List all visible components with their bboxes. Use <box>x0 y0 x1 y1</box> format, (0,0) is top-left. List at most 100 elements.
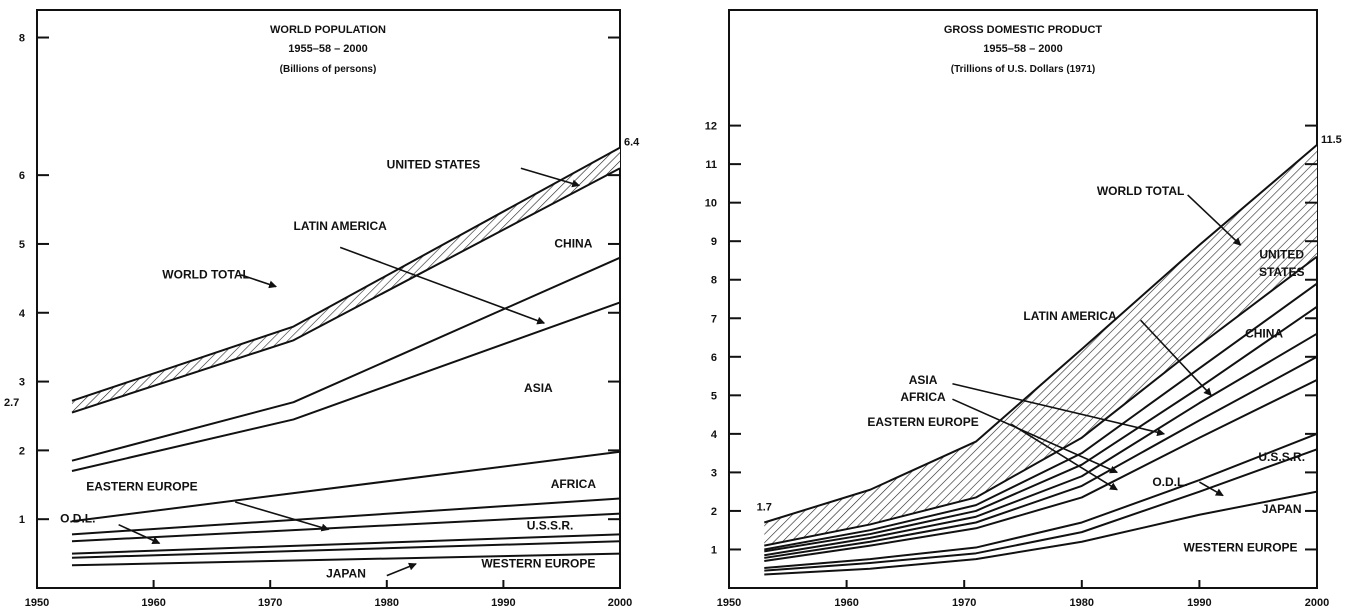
gdp-y-tick-label: 11 <box>705 159 717 171</box>
gdp-chart: GROSS DOMESTIC PRODUCT 1955–58 – 2000 (T… <box>705 9 1342 609</box>
population-series-latin-america <box>71 301 621 472</box>
gdp-series-eastern-europe <box>764 379 1318 563</box>
gdp-y-tick-label: 4 <box>711 429 718 441</box>
population-region-label-eastern-europe: EASTERN EUROPE <box>86 479 197 493</box>
gdp-region-label-world-total: WORLD TOTAL <box>1097 184 1185 198</box>
population-title-line-1: WORLD POPULATION <box>270 24 386 36</box>
gdp-title-line-2: 1955–58 – 2000 <box>983 43 1063 55</box>
population-series-asia <box>71 450 621 523</box>
population-series-u-s-s-r <box>71 533 621 555</box>
population-series-japan <box>71 552 621 567</box>
gdp-region-label-o-d-l: O.D.L. <box>1152 475 1187 489</box>
population-title-line-2: 1955–58 – 2000 <box>288 43 368 55</box>
population-series-united-states <box>71 167 621 414</box>
gdp-hatched-band <box>764 144 1317 546</box>
gdp-region-label-china: CHINA <box>1245 327 1283 341</box>
population-region-label-world-total: WORLD TOTAL <box>162 267 250 281</box>
gdp-y-tick-label: 6 <box>711 352 717 364</box>
population-region-label-united-states: UNITED STATES <box>387 157 481 171</box>
population-title-line-3: (Billions of persons) <box>280 64 377 75</box>
gdp-series-asia <box>764 332 1318 557</box>
population-series-eastern-europe <box>71 512 621 543</box>
population-region-label-o-d-l: O.D.L. <box>60 512 95 526</box>
population-region-label-africa: AFRICA <box>551 477 597 491</box>
gdp-label-arrow <box>952 398 1118 474</box>
population-y-extra-tick-label: 2.7 <box>4 397 19 409</box>
population-x-tick-label: 1980 <box>375 597 399 609</box>
gdp-x-tick-label: 1970 <box>952 597 976 609</box>
gdp-end-value-label: 1.7 <box>757 501 772 513</box>
gdp-series-o-d-l <box>764 448 1318 572</box>
population-series-o-d-l <box>71 540 621 559</box>
population-label-arrow <box>520 167 581 188</box>
gdp-y-tick-label: 5 <box>711 390 717 402</box>
population-x-tick-label: 1960 <box>141 597 165 609</box>
gdp-y-tick-label: 8 <box>711 275 717 287</box>
gdp-y-tick-label: 3 <box>711 467 717 479</box>
gdp-x-tick-label: 1980 <box>1070 597 1094 609</box>
gdp-x-tick-label: 1950 <box>717 597 741 609</box>
gdp-x-tick-label: 1960 <box>834 597 858 609</box>
population-x-tick-label: 2000 <box>608 597 632 609</box>
population-region-label-china: CHINA <box>554 236 592 250</box>
gdp-label-arrow <box>952 382 1166 437</box>
population-region-label-u-s-s-r: U.S.S.R. <box>527 519 574 533</box>
gdp-series-china <box>764 282 1318 551</box>
gdp-region-label-asia: ASIA <box>909 373 938 387</box>
population-plot-frame <box>36 9 621 589</box>
gdp-y-tick-label: 9 <box>711 236 717 248</box>
gdp-region-label-latin-america: LATIN AMERICA <box>1023 309 1117 323</box>
population-series-africa <box>71 497 621 536</box>
gdp-series-latin-america <box>764 305 1318 553</box>
population-label-arrow <box>118 523 161 545</box>
population-label-arrow <box>240 274 277 289</box>
population-label-arrow <box>386 562 417 577</box>
population-chart: WORLD POPULATION 1955–58 – 2000 (Billion… <box>4 9 640 609</box>
population-y-tick-label: 5 <box>19 239 25 251</box>
population-region-label-asia: ASIA <box>524 381 553 395</box>
population-y-tick-label: 8 <box>19 33 25 45</box>
gdp-x-tick-label: 1990 <box>1187 597 1211 609</box>
gdp-y-tick-label: 10 <box>705 198 717 210</box>
population-region-label-western-europe: WESTERN EUROPE <box>481 556 595 570</box>
population-y-tick-label: 2 <box>19 445 25 457</box>
population-series-world-total <box>71 146 621 402</box>
gdp-x-tick-label: 2000 <box>1305 597 1329 609</box>
gdp-title-line-3: (Trillions of U.S. Dollars (1971) <box>951 64 1095 75</box>
population-x-tick-label: 1970 <box>258 597 282 609</box>
gdp-label-arrow <box>1199 481 1224 497</box>
population-y-tick-label: 4 <box>19 308 26 320</box>
gdp-label-arrow <box>1010 423 1118 491</box>
population-region-label-japan: JAPAN <box>326 567 366 581</box>
gdp-title-line-1: GROSS DOMESTIC PRODUCT <box>944 24 1103 36</box>
gdp-series-united-states <box>764 255 1318 547</box>
gdp-series-world-total <box>763 144 1318 524</box>
gdp-plot-frame <box>728 9 1318 589</box>
population-x-tick-label: 1950 <box>25 597 49 609</box>
gdp-region-label-eastern-europe: EASTERN EUROPE <box>867 415 978 429</box>
gdp-y-tick-label: 1 <box>711 544 717 556</box>
gdp-y-tick-label: 12 <box>705 121 717 133</box>
population-label-arrow <box>339 246 546 325</box>
gdp-region-label-u-s-s-r: U.S.S.R. <box>1258 450 1305 464</box>
gdp-end-value-label: 11.5 <box>1321 134 1342 146</box>
gdp-region-label-japan: JAPAN <box>1262 502 1302 516</box>
gdp-label-arrow <box>1187 194 1242 246</box>
population-x-tick-label: 1990 <box>491 597 515 609</box>
population-series-china <box>71 256 621 462</box>
population-hatched-band <box>71 147 621 413</box>
population-region-label-latin-america: LATIN AMERICA <box>293 219 387 233</box>
gdp-series-japan <box>764 490 1318 576</box>
gdp-y-tick-label: 2 <box>711 506 717 518</box>
gdp-y-tick-label: 7 <box>711 313 717 325</box>
population-y-tick-label: 1 <box>19 514 25 526</box>
gdp-label-arrow <box>1140 319 1212 397</box>
gdp-region-label-western-europe: WESTERN EUROPE <box>1184 540 1298 554</box>
population-label-arrow <box>234 501 330 532</box>
population-y-tick-label: 6 <box>19 170 25 182</box>
gdp-region-label-states: STATES <box>1259 265 1305 279</box>
gdp-series-africa <box>764 355 1318 559</box>
population-end-value-label: 6.4 <box>624 137 640 149</box>
gdp-region-label-united: UNITED <box>1259 248 1304 262</box>
